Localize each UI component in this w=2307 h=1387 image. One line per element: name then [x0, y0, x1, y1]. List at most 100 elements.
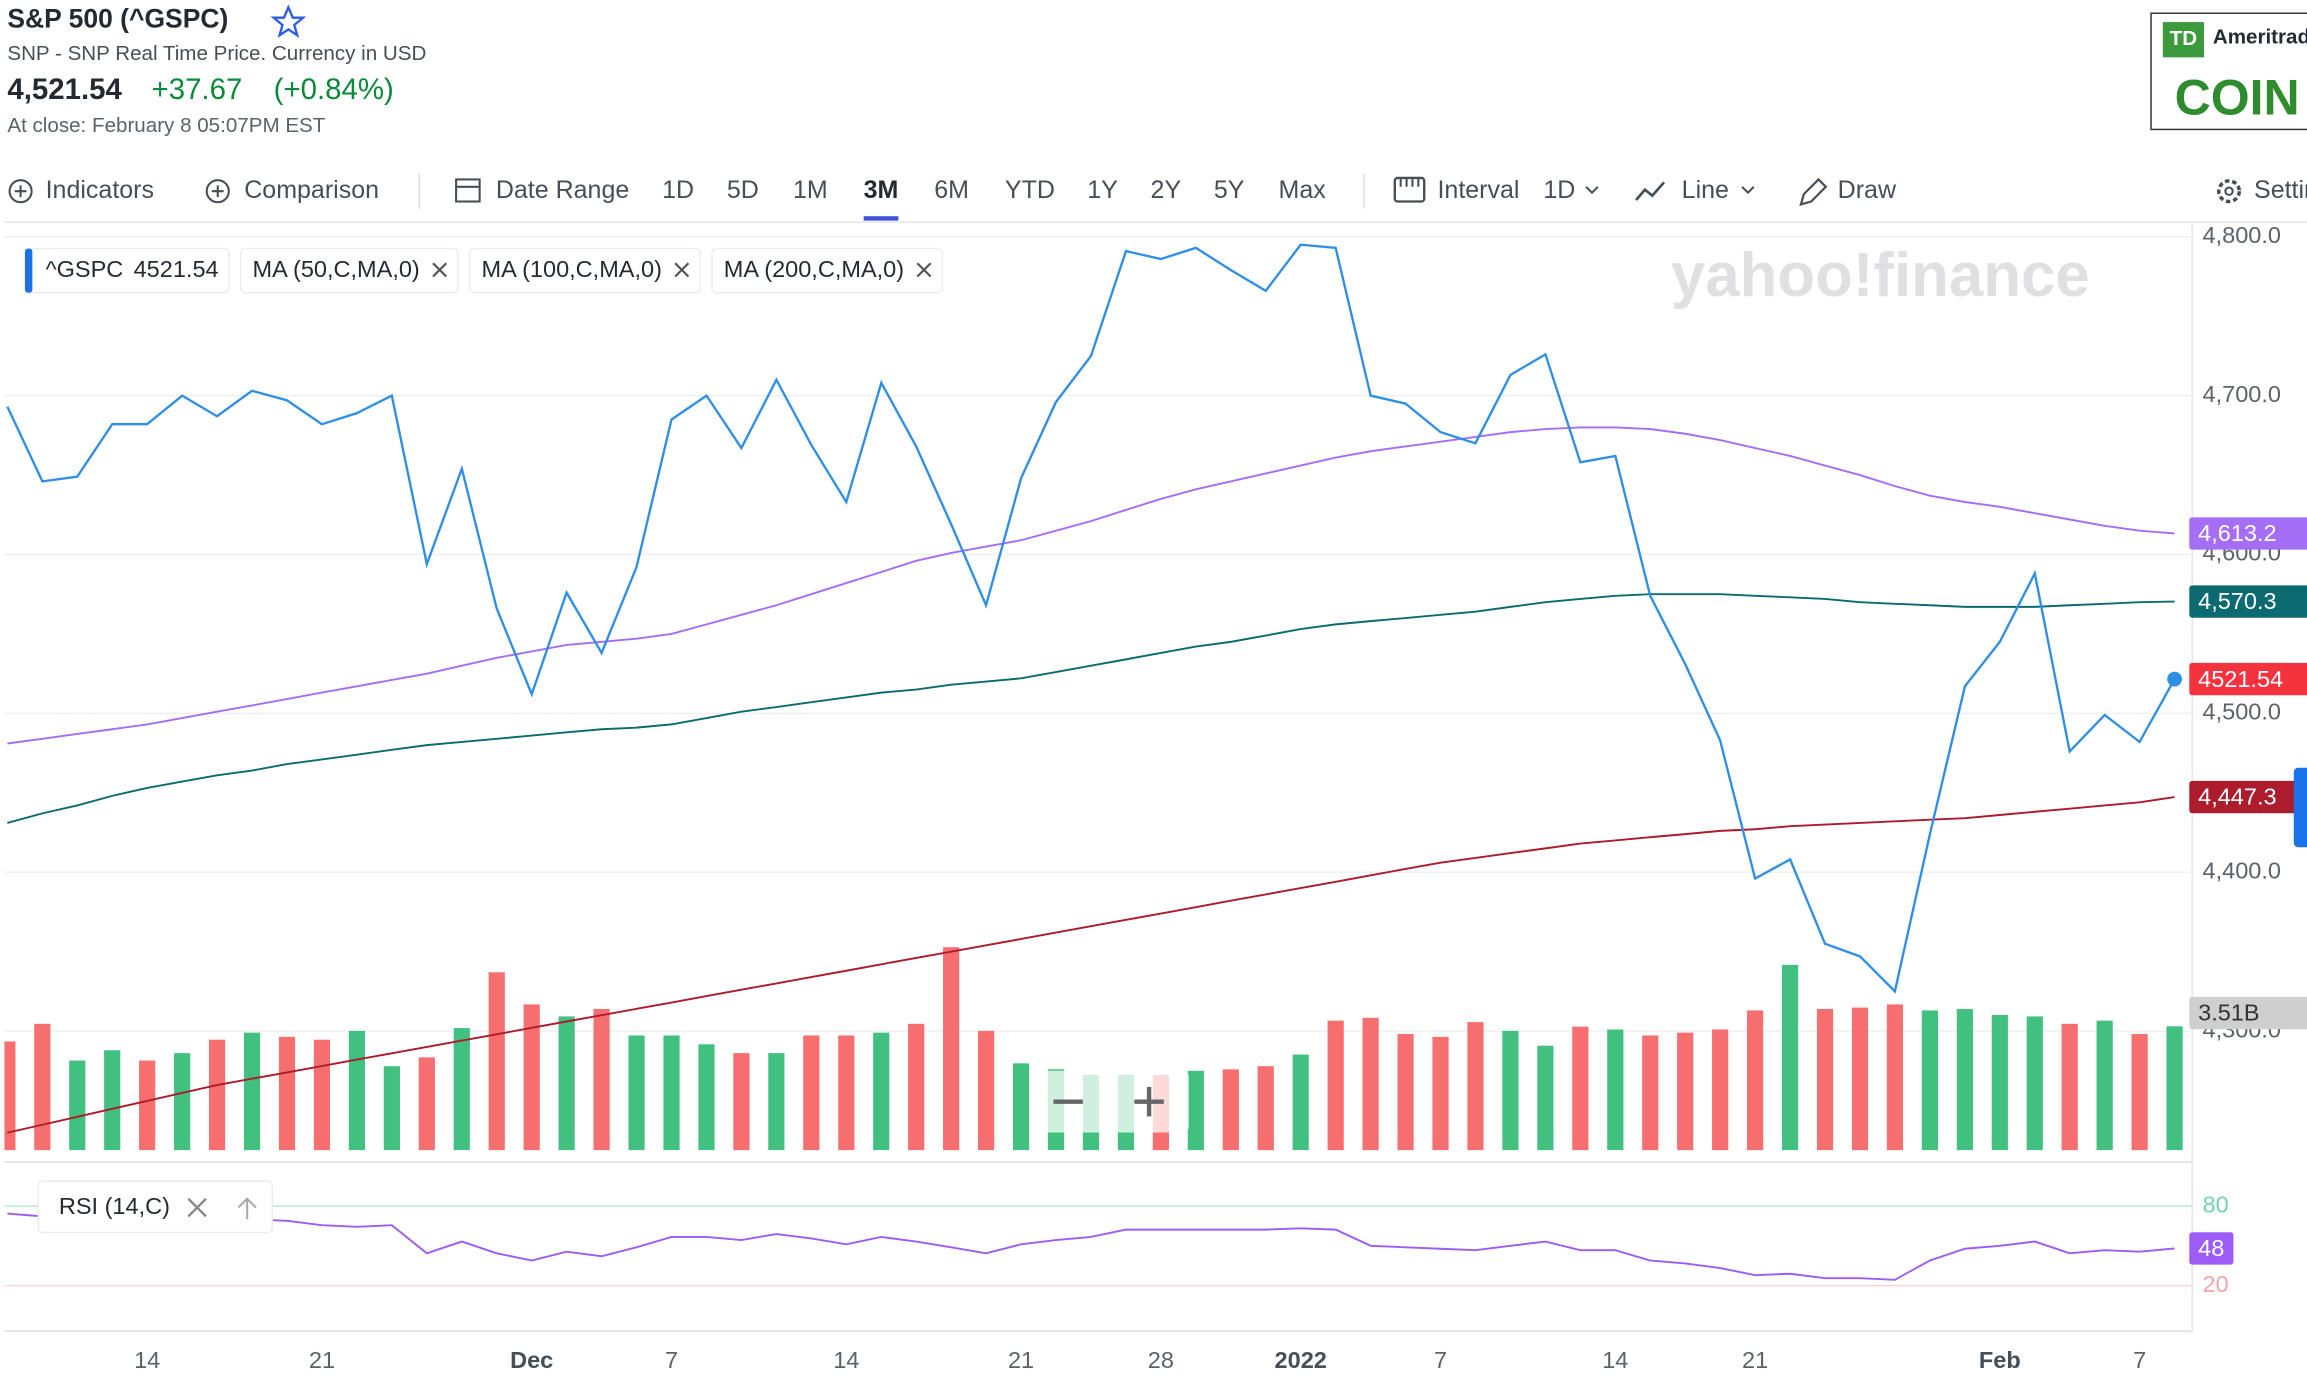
range-underline [863, 216, 899, 221]
icon [1799, 177, 1828, 207]
volume-bar [2026, 1016, 2043, 1151]
legend-chip[interactable]: MA (50,C,MA,0) [239, 247, 459, 294]
range-button[interactable]: 2Y [1151, 176, 1182, 204]
volume-bar [418, 1057, 435, 1151]
volume-bar [34, 1023, 51, 1151]
legend-name: MA (100,C,MA,0) [482, 256, 662, 282]
x-tick-label: 14 [134, 1347, 160, 1373]
chip-close[interactable] [674, 262, 690, 278]
change: +37.67 [152, 73, 243, 106]
volume-bar [1187, 1070, 1204, 1151]
range-button[interactable]: 1M [793, 176, 828, 204]
side-toggle[interactable] [2293, 767, 2307, 848]
ad-logo: TD [2170, 27, 2197, 50]
volume-bar [2096, 1020, 2113, 1151]
chip-move-up[interactable] [237, 1197, 257, 1220]
volume-bar [1222, 1069, 1239, 1151]
volume-bar [1816, 1008, 1834, 1151]
volume-bar [278, 1036, 296, 1151]
title: S&P 500 (^GSPC) [7, 4, 228, 34]
chevron [1585, 186, 1599, 195]
range-button[interactable]: 6M [934, 176, 969, 204]
value-tag [2189, 662, 2307, 696]
volume-bar [1362, 1017, 1379, 1151]
legend-chip[interactable]: MA (200,C,MA,0) [711, 247, 944, 294]
volume-bar [313, 1039, 331, 1151]
icon [8, 179, 33, 204]
draw-button[interactable]: Draw [1838, 176, 1897, 204]
interval-label[interactable]: Interval [1437, 176, 1519, 204]
x-tick-label: 21 [1742, 1347, 1768, 1373]
legend-chip[interactable]: ^GSPC 4521.54 [24, 247, 230, 294]
volume-bar [1432, 1036, 1449, 1151]
volume-bar [1642, 1035, 1659, 1151]
rsi-line [7, 1212, 2175, 1281]
change-pct: (+0.84%) [274, 73, 394, 106]
range-button[interactable]: Max [1279, 176, 1327, 204]
volume-bar [208, 1039, 226, 1151]
y-tick-label: 80 [2203, 1191, 2229, 1217]
ad[interactable]: TD Ameritrade COIN [2150, 12, 2307, 131]
y-tick-label: 20 [2203, 1271, 2229, 1297]
y-tick-label: 4,800.0 [2203, 222, 2281, 248]
volume-bar [803, 1035, 820, 1151]
x-tick-label: 2022 [1275, 1347, 1327, 1373]
indicators-button[interactable]: Indicators [46, 176, 154, 204]
chip-close[interactable] [432, 262, 448, 278]
x-tick-label: Dec [510, 1347, 553, 1373]
volume-bar [1677, 1032, 1694, 1151]
chip-box [239, 247, 459, 294]
zoom-in[interactable] [1134, 1086, 1164, 1117]
range-button[interactable]: 5Y [1214, 176, 1245, 204]
range-button[interactable]: 3M [864, 176, 899, 204]
rsi-plot [4, 1205, 2193, 1287]
subtitle: SNP - SNP Real Time Price. Currency in U… [7, 42, 426, 65]
volume-bar [523, 1004, 540, 1151]
settings-button[interactable]: Settings [2254, 176, 2307, 204]
volume-bar [2061, 1023, 2078, 1151]
value-tag-label: 4521.54 [2198, 666, 2283, 692]
watermark: yahoo!finance [1671, 241, 2090, 310]
icon [2216, 179, 2242, 204]
legend-chip[interactable]: MA (100,C,MA,0) [469, 247, 701, 294]
chart-type-button[interactable]: Line [1682, 176, 1729, 204]
volume-bar [243, 1032, 261, 1151]
range-button[interactable]: 1Y [1087, 176, 1118, 204]
legend-name: MA (50,C,MA,0) [252, 256, 419, 282]
range-button[interactable]: YTD [1005, 176, 1055, 204]
volume-bar [593, 1008, 610, 1151]
zoom-control[interactable] [1029, 1070, 1189, 1133]
line [6, 243, 2176, 994]
date-range-button[interactable]: Date Range [496, 176, 629, 204]
chip-close[interactable] [187, 1197, 207, 1218]
rsi-chip[interactable]: RSI (14,C) [37, 1180, 273, 1234]
range-button[interactable]: 5D [727, 176, 759, 204]
y-tick-label: 4,700.0 [2203, 381, 2281, 407]
chip-close[interactable] [916, 262, 932, 278]
volume-bar [1886, 1004, 1904, 1151]
chip-box [37, 1180, 273, 1234]
x-tick-label: 7 [1434, 1347, 1447, 1373]
volume-bar [4, 1041, 16, 1151]
volume-bar [1257, 1066, 1274, 1151]
interval-value[interactable]: 1D [1543, 176, 1575, 204]
value-tag [2189, 780, 2307, 814]
volume-bar [1851, 1007, 1869, 1151]
star[interactable] [270, 4, 307, 39]
volume-bar [873, 1032, 890, 1151]
chip-marker [25, 248, 33, 293]
line [7, 796, 2175, 1134]
range-button[interactable]: 1D [662, 176, 694, 204]
volume-bar [1747, 1010, 1764, 1151]
volume-bar [1327, 1020, 1344, 1151]
last-point [2167, 671, 2182, 687]
volume-bar [838, 1035, 855, 1151]
line [7, 426, 2175, 745]
volume-bar [1467, 1022, 1484, 1151]
x-tick-label: 21 [309, 1347, 335, 1373]
value-tag-label: 4,447.3 [2198, 784, 2276, 810]
icon [211, 185, 224, 198]
comparison-button[interactable]: Comparison [244, 176, 379, 204]
